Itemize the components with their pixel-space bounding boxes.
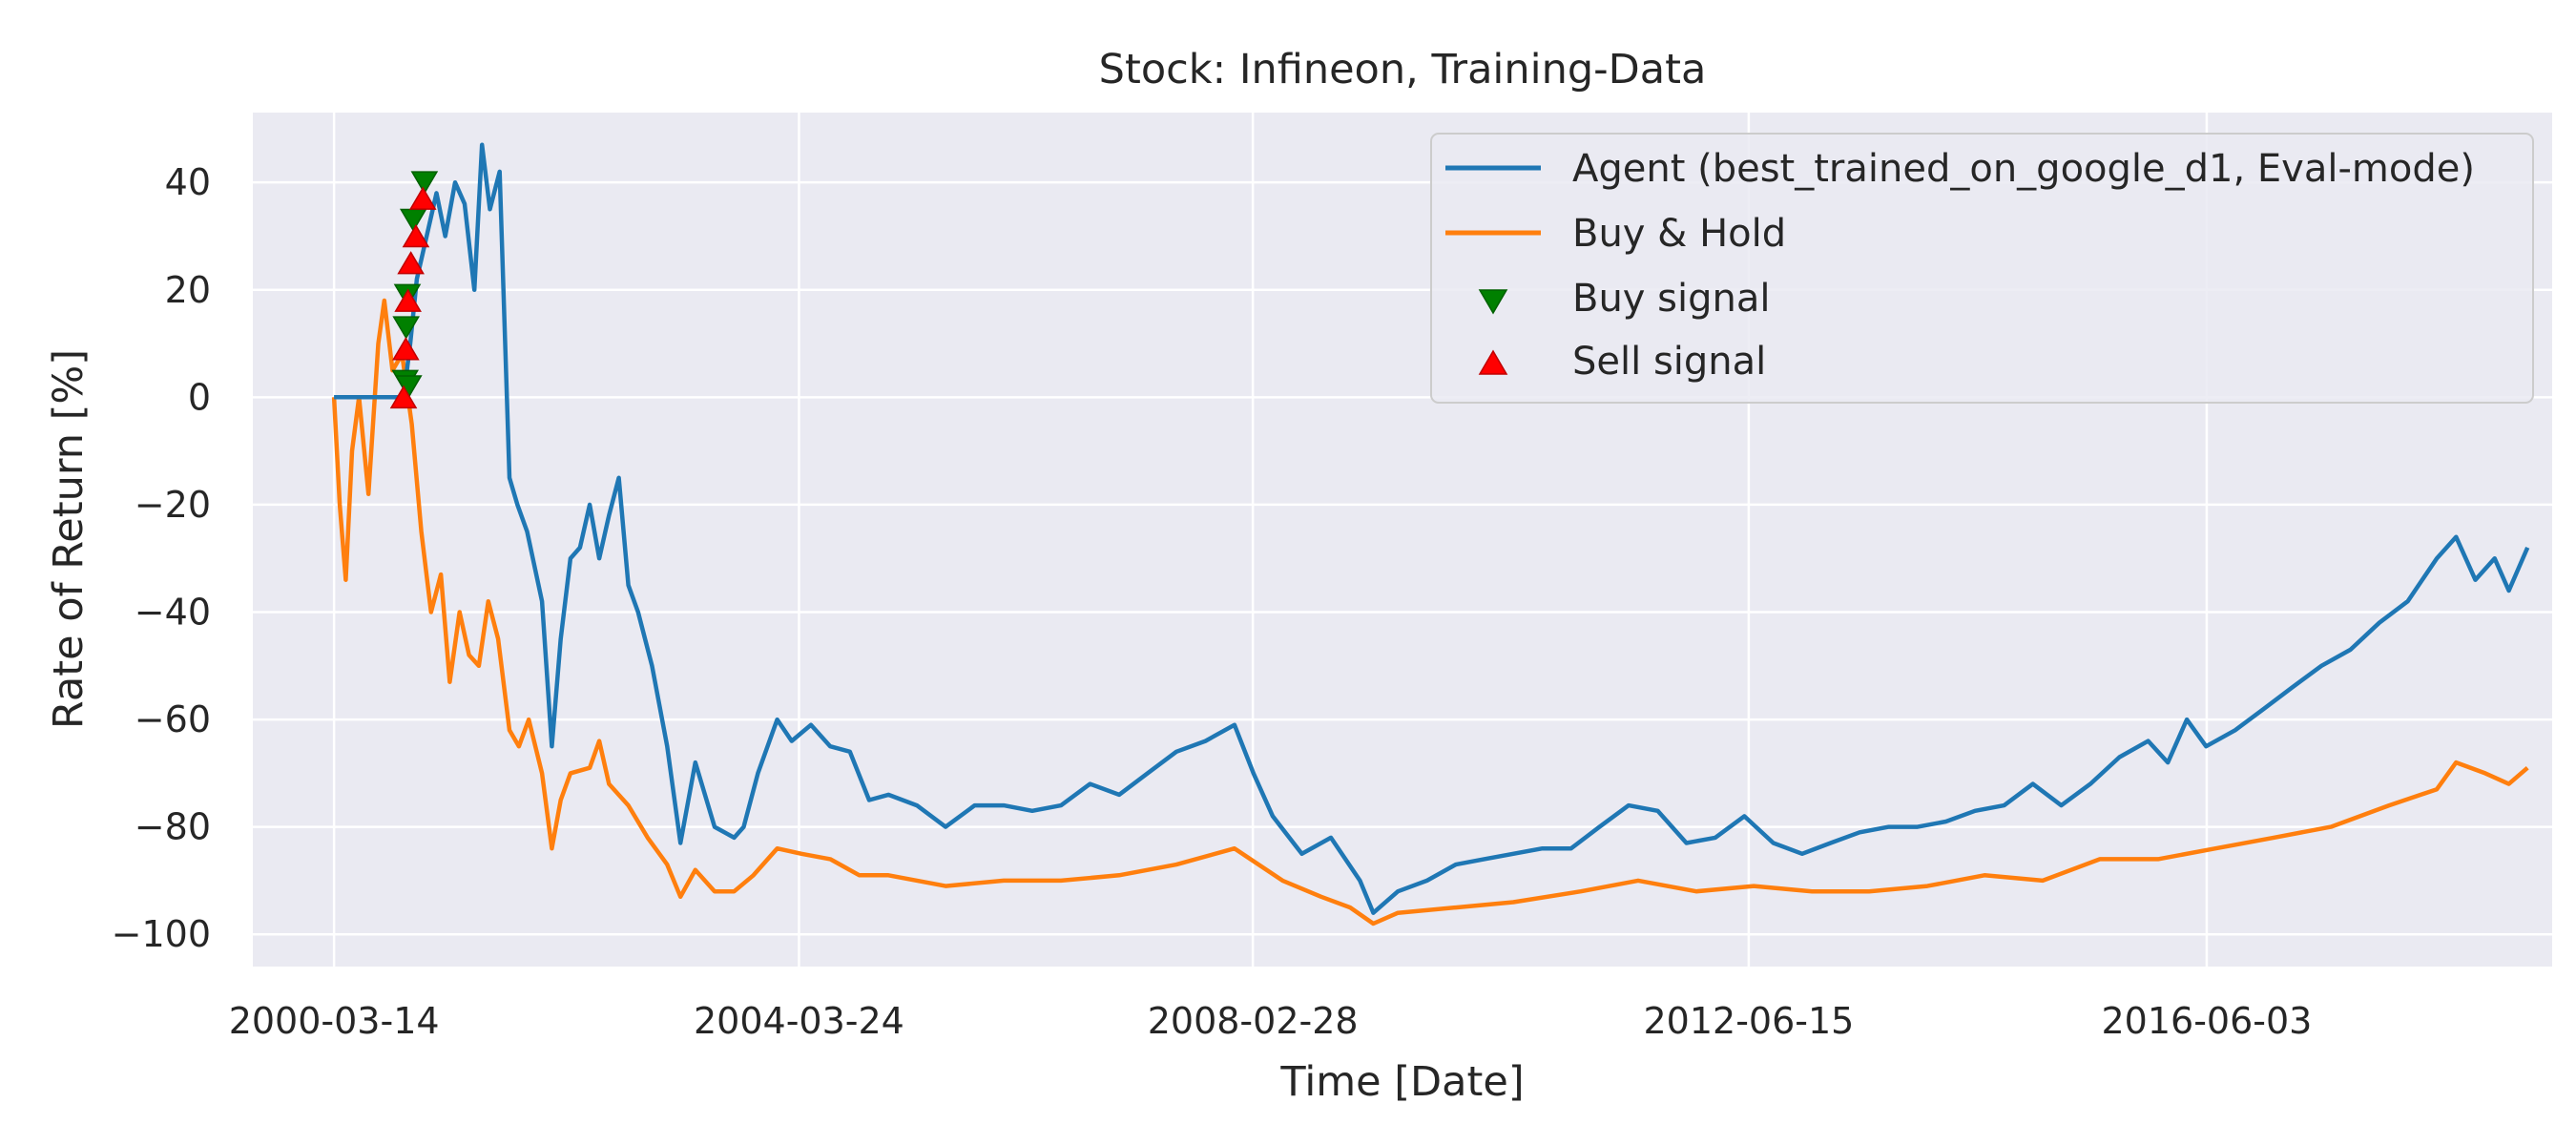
y-tick-label: −100	[112, 913, 211, 955]
y-tick-label: 40	[165, 161, 211, 203]
y-tick-label: −40	[135, 591, 211, 633]
marker-layer	[389, 171, 439, 409]
x-tick-label: 2008-02-28	[1148, 1000, 1359, 1042]
sell-signal-marker	[402, 223, 430, 248]
sell-signal-marker	[408, 186, 437, 210]
buy-signal-marker	[392, 316, 420, 340]
y-axis-label: Rate of Return [%]	[45, 349, 93, 729]
y-tick-label: 0	[188, 376, 211, 418]
y-tick-label: −60	[135, 698, 211, 740]
y-tick-label: −80	[135, 806, 211, 848]
legend: Agent (best_trained_on_google_d1, Eval-m…	[1430, 133, 2534, 404]
sell-signal-marker	[394, 288, 422, 312]
sell-signal-marker	[389, 385, 418, 409]
legend-buy-signal-marker	[1478, 289, 1508, 315]
legend-box	[1430, 133, 2534, 404]
x-tick-label: 2004-03-24	[694, 1000, 904, 1042]
legend-buy-signal-label: Buy signal	[1572, 277, 1771, 321]
x-tick-labels: 2000-03-14 2004-03-24 2008-02-28 2012-06-15…	[229, 1000, 2313, 1042]
buy-signal-marker	[395, 375, 423, 399]
legend-sell-signal-label: Sell signal	[1572, 340, 1766, 384]
buy-signal-marker	[410, 171, 439, 195]
legend-buy-hold-label: Buy & Hold	[1572, 212, 1786, 256]
y-tick-label: 20	[165, 269, 211, 311]
y-tick-label: −20	[135, 484, 211, 526]
series-layer	[331, 142, 2530, 926]
x-tick-label: 2000-03-14	[229, 1000, 440, 1042]
chart-title: Stock: Infineon, Training-Data	[1099, 46, 1707, 94]
sell-signal-marker	[397, 251, 425, 275]
agent-series-line	[334, 142, 2530, 915]
sell-signal-marker	[392, 337, 420, 361]
buy-hold-series-line	[331, 298, 2529, 926]
x-tick-label: 2012-06-15	[1643, 1000, 1854, 1042]
legend-agent-label: Agent (best_trained_on_google_d1, Eval-m…	[1572, 147, 2475, 191]
legend-sell-signal-marker	[1478, 349, 1508, 375]
y-tick-labels: −100 −80 −60 −40 −20 0 20 40	[112, 161, 211, 955]
x-tick-label: 2016-06-03	[2101, 1000, 2312, 1042]
x-axis-label: Time [Date]	[1279, 1058, 1524, 1106]
